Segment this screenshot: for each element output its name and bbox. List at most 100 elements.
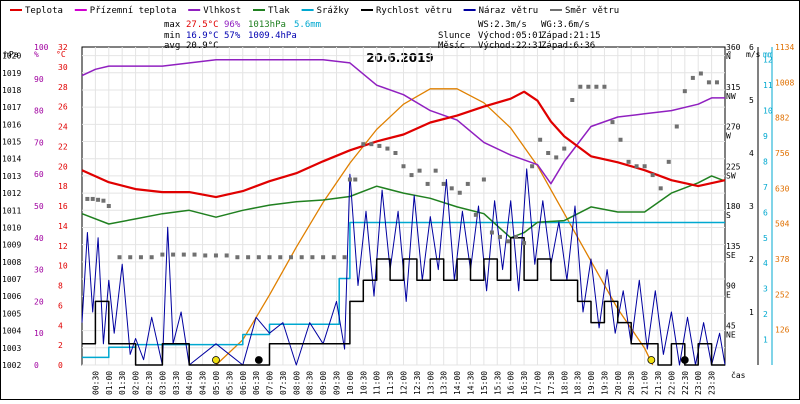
time-tick-23: 12:00 <box>400 371 409 395</box>
legend: Teplota Přízemní teplota Vlhkost Tlak Srážky… <box>10 6 619 16</box>
hpa-tick-3: 1017 <box>2 103 21 112</box>
stat-avg-label: avg <box>164 41 180 51</box>
time-tick-11: 06:00 <box>239 371 248 395</box>
time-tick-8: 04:30 <box>199 371 208 395</box>
wind-direction-point <box>171 252 176 257</box>
hpa-tick-6: 1014 <box>2 155 21 164</box>
legend-label-2: Vlhkost <box>203 6 241 16</box>
percent-tick-1: 90 <box>34 75 44 84</box>
ms-tick-3: 3 <box>749 202 754 211</box>
time-tick-27: 14:00 <box>453 371 462 395</box>
wind-direction-point <box>449 186 454 191</box>
time-tick-6: 03:30 <box>172 371 181 395</box>
plot-area <box>81 58 726 366</box>
celsius-tick-14: 4 <box>58 321 63 330</box>
legend-label-7: Směr větru <box>565 6 619 16</box>
time-tick-40: 20:30 <box>627 371 636 395</box>
wind-direction-point <box>409 173 414 178</box>
time-tick-4: 02:30 <box>145 371 154 395</box>
lux-tick-2: 882 <box>775 114 790 123</box>
wind-direction-point <box>213 253 218 258</box>
wind-direction-point <box>586 84 591 89</box>
mm-tick-5: 7 <box>763 183 768 192</box>
wind-direction-point <box>96 197 101 202</box>
lux-tick-0: 1134 <box>775 43 794 52</box>
wind-direction-point <box>117 255 122 260</box>
time-tick-5: 03:00 <box>158 371 167 395</box>
mm-tick-7: 5 <box>763 234 768 243</box>
ms-tick-4: 2 <box>749 255 754 264</box>
wind-direction-point <box>497 234 502 239</box>
stat-mesic: Měsíc <box>438 41 465 51</box>
direction-tick-1: 315 <box>726 83 741 92</box>
wind-direction-point <box>546 151 551 155</box>
wind-direction-point <box>570 98 575 102</box>
wind-direction-point <box>393 151 398 155</box>
wind-direction-point <box>690 75 695 80</box>
wind-direction-point <box>417 168 422 173</box>
direction-letter-6: E <box>726 291 731 300</box>
wind-direction-point <box>353 177 358 182</box>
wind-direction-point <box>385 146 390 151</box>
celsius-tick-15: 2 <box>58 341 63 350</box>
wind-direction-point <box>90 196 95 201</box>
direction-letter-1: NW <box>726 92 736 101</box>
wind-direction-point <box>465 181 470 186</box>
celsius-tick-11: 10 <box>58 262 68 271</box>
time-tick-37: 19:00 <box>587 371 596 395</box>
series-line-rychlost-větru <box>82 237 725 366</box>
stat-moon-rise: Východ:22:31 <box>478 41 543 51</box>
wind-direction-point <box>235 255 240 260</box>
percent-tick-3: 70 <box>34 138 44 147</box>
hpa-tick-11: 1009 <box>2 241 21 250</box>
sunset-marker <box>647 356 656 364</box>
ms-tick-0: 6 <box>749 43 754 52</box>
wind-direction-point <box>698 71 703 76</box>
wind-direction-point <box>658 186 663 191</box>
time-tick-22: 11:30 <box>386 371 395 395</box>
unit-right-ms: m/s <box>746 50 761 59</box>
series-line-intenzita-slunečního-záření <box>215 88 654 366</box>
direction-tick-3: 225 <box>726 162 741 171</box>
lux-tick-7: 252 <box>775 290 790 299</box>
mm-tick-8: 4 <box>763 259 768 268</box>
time-tick-14: 07:30 <box>279 371 288 395</box>
lux-tick-3: 756 <box>775 149 790 158</box>
time-tick-26: 13:30 <box>440 371 449 395</box>
hpa-tick-1: 1019 <box>2 69 21 78</box>
wind-direction-point <box>342 255 347 260</box>
time-tick-20: 10:30 <box>359 371 368 395</box>
wind-direction-point <box>267 255 272 260</box>
moonrise-marker <box>680 356 689 364</box>
hpa-tick-9: 1011 <box>2 206 21 215</box>
time-tick-39: 20:00 <box>614 371 623 395</box>
legend-label-5: Rychlost větru <box>376 6 452 16</box>
wind-direction-point <box>361 142 366 147</box>
time-tick-0: 00:30 <box>91 371 100 395</box>
wind-direction-point <box>101 198 106 203</box>
direction-tick-2: 270 <box>726 123 741 132</box>
wind-direction-point <box>626 159 631 164</box>
time-tick-17: 09:00 <box>319 371 328 395</box>
wind-direction-point <box>674 124 679 129</box>
hpa-tick-10: 1010 <box>2 223 21 232</box>
time-tick-38: 19:30 <box>600 371 609 395</box>
stat-min-hum: 57% <box>224 31 241 41</box>
hpa-tick-2: 1018 <box>2 86 21 95</box>
wind-direction-point <box>610 120 615 125</box>
wind-direction-point <box>347 177 352 182</box>
time-tick-1: 01:00 <box>105 371 114 395</box>
time-tick-43: 22:00 <box>667 371 676 395</box>
direction-tick-0: 360 <box>726 43 741 52</box>
time-tick-35: 18:00 <box>560 371 569 395</box>
wind-direction-point <box>706 80 711 85</box>
celsius-tick-8: 16 <box>58 202 68 211</box>
direction-tick-5: 135 <box>726 242 741 251</box>
hpa-tick-15: 1005 <box>2 309 21 318</box>
time-tick-2: 01:30 <box>118 371 127 395</box>
celsius-tick-2: 28 <box>58 83 68 92</box>
time-tick-46: 23:30 <box>708 371 717 395</box>
stat-max-label: max <box>164 20 181 30</box>
legend-label-1: Přízemní teplota <box>90 6 177 16</box>
time-tick-28: 14:30 <box>466 371 475 395</box>
